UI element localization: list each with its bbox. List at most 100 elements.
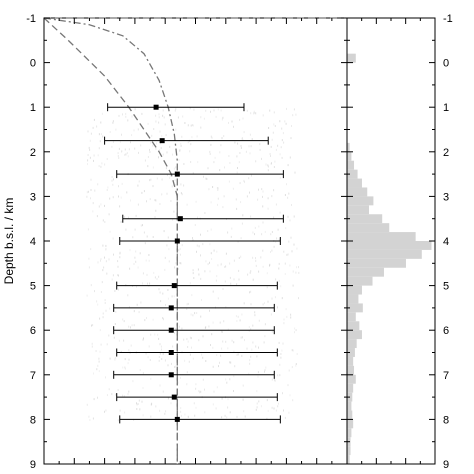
- scatter-speck: [289, 156, 291, 159]
- scatter-speck: [229, 361, 231, 364]
- scatter-speck: [122, 394, 123, 397]
- scatter-speck: [291, 250, 293, 253]
- scatter-speck: [179, 262, 181, 264]
- histogram-bar: [347, 294, 359, 304]
- scatter-speck: [196, 135, 198, 138]
- data-point-marker: [177, 216, 183, 222]
- scatter-speck: [139, 408, 141, 411]
- scatter-speck: [193, 108, 195, 111]
- scatter-speck: [138, 311, 140, 314]
- scatter-speck: [127, 393, 129, 396]
- scatter-speck: [262, 205, 264, 208]
- scatter-speck: [200, 254, 201, 257]
- scatter-speck: [278, 238, 280, 241]
- scatter-speck: [217, 189, 219, 191]
- scatter-speck: [109, 307, 111, 310]
- scatter-speck: [242, 117, 244, 120]
- scatter-speck: [130, 326, 131, 329]
- scatter-speck: [87, 190, 89, 193]
- scatter-speck: [196, 244, 198, 247]
- scatter-speck: [274, 379, 276, 382]
- scatter-speck: [109, 357, 111, 360]
- scatter-speck: [191, 124, 193, 127]
- scatter-speck: [95, 350, 97, 352]
- scatter-speck: [101, 162, 103, 165]
- histogram-bar: [347, 365, 355, 375]
- scatter-speck: [277, 405, 279, 408]
- scatter-speck: [211, 258, 213, 260]
- scatter-speck: [187, 340, 189, 343]
- scatter-speck: [233, 341, 235, 344]
- scatter-speck: [132, 380, 134, 383]
- scatter-speck: [244, 339, 245, 342]
- histogram-panel-ticks: [346, 17, 436, 465]
- scatter-speck: [298, 266, 299, 269]
- main-panel: -1 0 1 2 3 4 5 6 7 8 9 Depth b.s.l. / km: [2, 13, 348, 471]
- scatter-speck: [150, 377, 152, 380]
- data-point-marker: [174, 238, 180, 244]
- scatter-speck: [227, 347, 229, 350]
- scatter-speck: [151, 134, 153, 137]
- scatter-speck: [99, 317, 101, 320]
- scatter-speck: [243, 302, 245, 305]
- scatter-speck: [230, 282, 232, 285]
- scatter-speck: [89, 419, 91, 421]
- scatter-speck: [147, 356, 149, 359]
- scatter-speck: [294, 171, 296, 174]
- scatter-speck: [139, 252, 141, 255]
- scatter-speck: [142, 339, 144, 341]
- histogram-bars: [347, 53, 432, 464]
- histogram-bar: [347, 285, 362, 295]
- scatter-speck: [165, 134, 167, 137]
- scatter-speck: [118, 157, 120, 159]
- scatter-speck: [292, 114, 294, 117]
- scatter-speck: [131, 115, 133, 118]
- scatter-speck: [183, 163, 185, 165]
- data-point-marker: [174, 416, 180, 422]
- data-point-marker: [168, 327, 174, 333]
- scatter-speck: [273, 111, 275, 114]
- scatter-speck: [158, 275, 160, 278]
- scatter-speck: [283, 250, 285, 253]
- scatter-speck: [141, 112, 143, 115]
- scatter-speck: [108, 258, 110, 261]
- scatter-speck: [198, 245, 200, 248]
- scatter-speck: [150, 141, 152, 144]
- scatter-speck: [179, 149, 181, 152]
- scatter-speck: [124, 148, 126, 151]
- scatter-speck: [215, 115, 217, 118]
- scatter-speck: [287, 215, 289, 218]
- scatter-speck: [267, 165, 269, 168]
- scatter-speck: [255, 160, 257, 163]
- scatter-speck: [258, 346, 259, 349]
- scatter-speck: [122, 318, 124, 321]
- scatter-speck: [277, 306, 278, 309]
- scatter-speck: [163, 230, 165, 233]
- scatter-speck: [289, 264, 291, 267]
- scatter-speck: [127, 119, 129, 122]
- scatter-speck: [217, 108, 219, 111]
- scatter-speck: [141, 191, 143, 194]
- scatter-speck: [105, 309, 107, 312]
- scatter-speck: [275, 278, 277, 281]
- scatter-speck: [131, 134, 133, 137]
- scatter-speck: [143, 190, 145, 193]
- scatter-speck: [275, 409, 277, 412]
- scatter-speck: [227, 231, 229, 234]
- y-tick-label: 8: [30, 414, 36, 426]
- scatter-speck: [222, 331, 223, 333]
- scatter-speck: [195, 383, 197, 386]
- scatter-speck: [237, 315, 239, 318]
- scatter-speck: [283, 318, 285, 321]
- histogram-bar: [347, 401, 352, 411]
- scatter-speck: [151, 402, 153, 405]
- scatter-speck: [286, 315, 288, 318]
- left-depth-tick-labels: -1 0 1 2 3 4 5 6 7 8 9: [26, 13, 36, 471]
- scatter-speck: [217, 297, 219, 300]
- scatter-speck: [198, 273, 200, 276]
- y-tick-label: 4: [30, 236, 36, 248]
- scatter-speck: [226, 381, 228, 384]
- scatter-speck: [283, 409, 284, 412]
- scatter-speck: [171, 185, 173, 188]
- scatter-speck: [254, 314, 256, 317]
